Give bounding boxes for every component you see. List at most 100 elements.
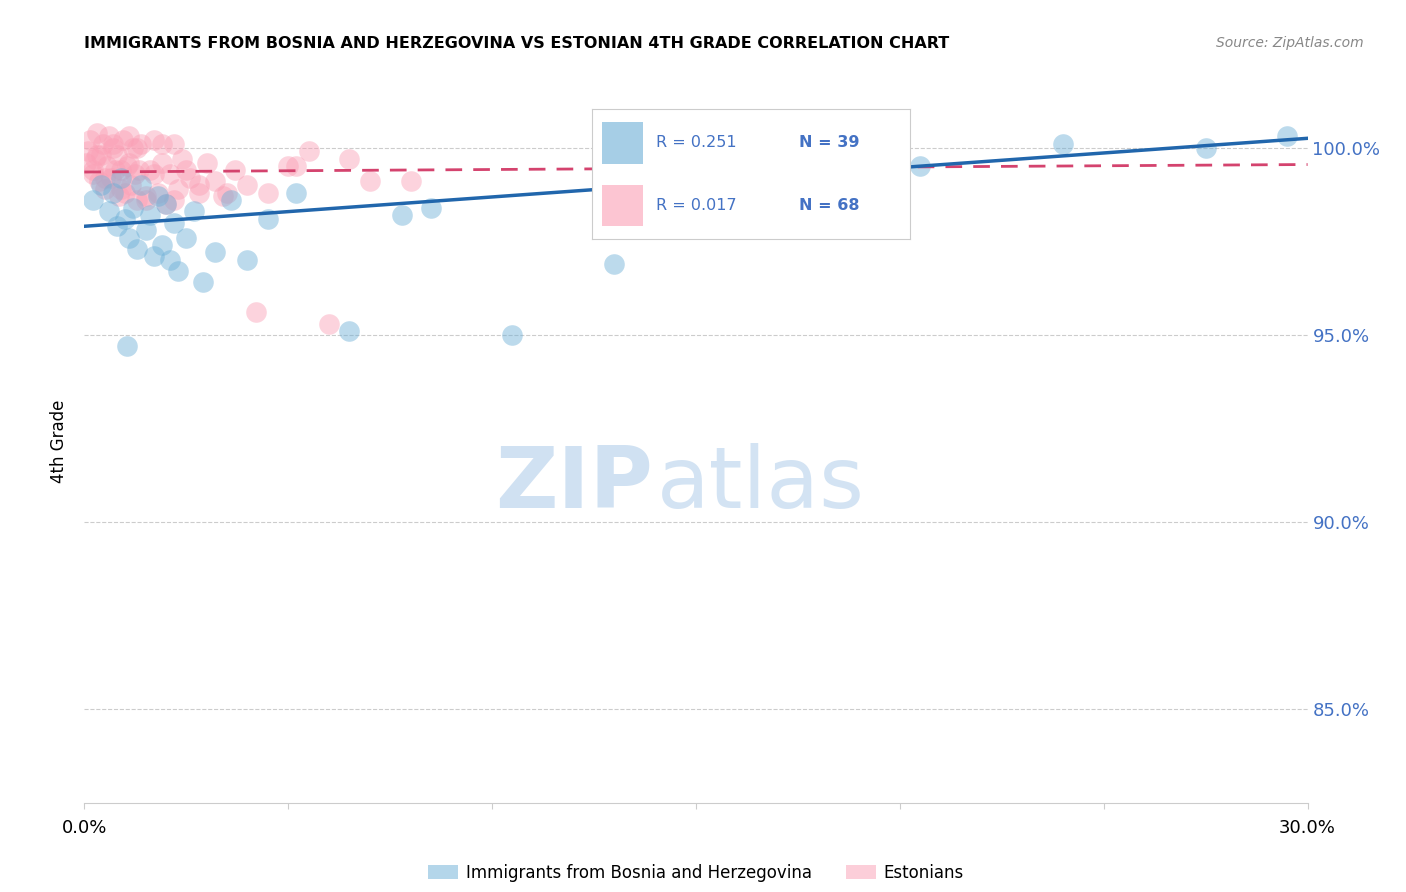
Point: [108, 189, 131, 203]
Point: [163, 215, 186, 229]
Point: [118, 129, 141, 144]
Point: [150, 238, 173, 252]
Text: Source: ZipAtlas.com: Source: ZipAtlas.com: [1216, 36, 1364, 50]
Point: [391, 208, 413, 222]
Point: [245, 305, 267, 319]
Point: [115, 160, 138, 174]
Point: [93, 182, 115, 196]
Point: [159, 167, 181, 181]
Text: 30.0%: 30.0%: [1279, 820, 1336, 838]
Point: [159, 252, 181, 267]
Point: [359, 174, 381, 188]
Text: 0.0%: 0.0%: [62, 820, 107, 838]
Point: [82, 167, 104, 181]
Point: [146, 186, 169, 200]
Point: [179, 170, 201, 185]
Point: [79, 133, 101, 147]
Point: [120, 178, 142, 193]
Point: [90, 148, 112, 162]
Point: [163, 136, 186, 151]
Point: [77, 145, 100, 159]
Point: [114, 211, 136, 226]
Point: [91, 136, 114, 151]
Point: [96, 160, 118, 174]
Point: [399, 174, 422, 188]
Point: [138, 163, 160, 178]
Point: [112, 133, 135, 147]
Point: [1195, 141, 1218, 155]
Point: [122, 141, 145, 155]
Point: [224, 163, 246, 178]
Point: [167, 264, 190, 278]
Point: [83, 152, 105, 166]
Point: [339, 152, 361, 166]
Point: [124, 167, 146, 181]
Point: [155, 196, 177, 211]
Point: [131, 178, 153, 193]
Point: [82, 193, 104, 207]
Point: [150, 155, 173, 169]
Point: [217, 186, 239, 200]
Point: [195, 155, 218, 169]
Point: [138, 208, 160, 222]
Point: [101, 186, 124, 200]
Point: [110, 170, 132, 185]
Point: [146, 189, 169, 203]
Point: [122, 201, 145, 215]
Point: [97, 129, 120, 144]
Point: [191, 276, 214, 290]
Point: [86, 126, 108, 140]
Point: [135, 193, 157, 207]
Text: IMMIGRANTS FROM BOSNIA AND HERZEGOVINA VS ESTONIAN 4TH GRADE CORRELATION CHART: IMMIGRANTS FROM BOSNIA AND HERZEGOVINA V…: [84, 36, 949, 51]
Point: [257, 211, 280, 226]
Point: [174, 163, 197, 178]
Point: [93, 170, 115, 185]
Point: [339, 324, 361, 338]
Point: [90, 178, 112, 193]
Point: [127, 141, 149, 155]
Point: [127, 193, 149, 207]
Point: [110, 182, 132, 196]
Point: [285, 160, 308, 174]
Point: [212, 189, 235, 203]
Point: [110, 163, 132, 178]
Point: [142, 167, 165, 181]
Point: [298, 145, 321, 159]
Point: [105, 148, 128, 162]
Point: [910, 160, 932, 174]
Point: [118, 230, 141, 244]
Point: [97, 204, 120, 219]
Point: [131, 136, 153, 151]
Point: [420, 201, 443, 215]
Point: [86, 148, 108, 162]
Point: [603, 257, 626, 271]
Point: [187, 178, 209, 193]
Legend: Immigrants from Bosnia and Herzegovina, Estonians: Immigrants from Bosnia and Herzegovina, …: [422, 857, 970, 888]
Point: [127, 242, 149, 256]
Point: [87, 174, 110, 188]
Point: [100, 170, 122, 185]
Point: [150, 136, 173, 151]
Text: ZIP: ZIP: [495, 443, 654, 526]
Point: [118, 155, 141, 169]
Point: [101, 136, 124, 151]
Point: [204, 174, 226, 188]
Y-axis label: 4th Grade: 4th Grade: [51, 400, 69, 483]
Point: [502, 327, 524, 342]
Point: [172, 152, 194, 166]
Point: [236, 178, 259, 193]
Point: [82, 163, 104, 178]
Point: [104, 163, 127, 178]
Point: [75, 155, 97, 169]
Point: [277, 160, 299, 174]
Point: [128, 163, 150, 178]
Point: [318, 317, 340, 331]
Point: [155, 196, 177, 211]
Point: [1052, 136, 1074, 151]
Point: [236, 252, 259, 267]
Point: [747, 148, 769, 162]
Point: [257, 186, 280, 200]
Point: [285, 186, 308, 200]
Text: atlas: atlas: [657, 443, 865, 526]
Point: [135, 189, 157, 203]
